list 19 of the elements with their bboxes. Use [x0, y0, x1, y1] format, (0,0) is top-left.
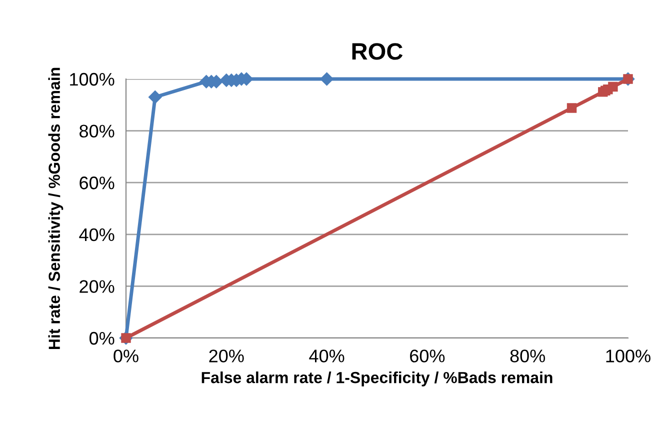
x-tick-label: 40% — [309, 350, 344, 362]
x-tick-label: 100% — [606, 350, 650, 362]
point — [320, 72, 334, 86]
y-tick-label: 20% — [80, 280, 114, 293]
x-tick-label: 0% — [114, 350, 138, 362]
y-axis-title: Hit rate / Sensitivity / %Goods remain — [48, 68, 64, 349]
y-tick-label: 80% — [80, 124, 114, 138]
chart-title: ROC — [352, 43, 403, 60]
point — [148, 90, 162, 104]
y-tick-label: 100% — [70, 72, 114, 86]
x-tick-label: 80% — [510, 350, 546, 362]
point — [608, 82, 618, 92]
point — [566, 103, 577, 113]
x-tick-label: 20% — [209, 350, 244, 362]
y-tick-label: 40% — [79, 228, 114, 242]
y-tick-label: 0% — [90, 332, 114, 345]
x-tick-label: 60% — [410, 350, 445, 362]
x-axis-title: False alarm rate / 1-Specificity / %Bads remain — [202, 372, 552, 386]
y-tick-label: 60% — [80, 176, 114, 190]
